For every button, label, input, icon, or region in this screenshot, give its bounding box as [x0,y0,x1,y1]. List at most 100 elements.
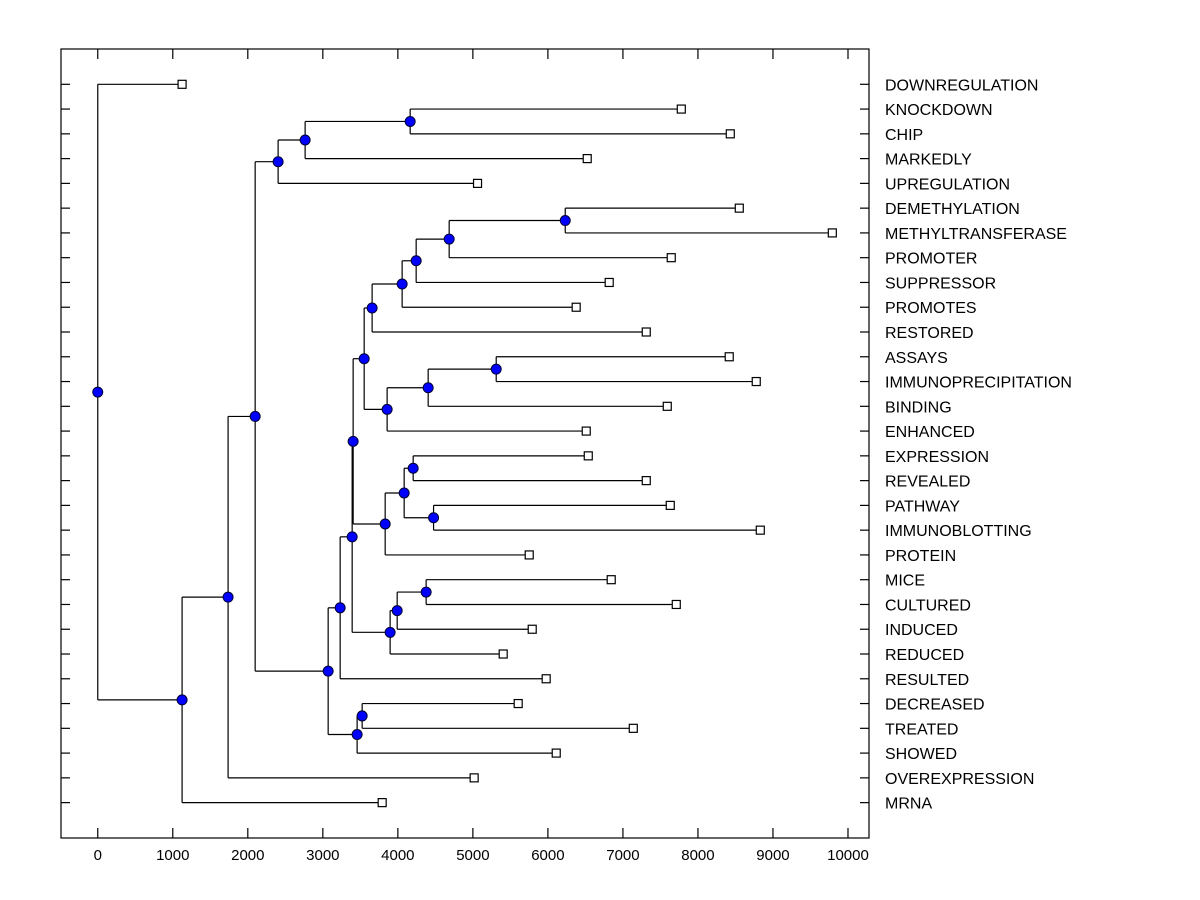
leaf-marker [604,277,614,288]
node-marker [391,605,403,617]
leaf-label: SHOWED [885,746,957,763]
leaf-marker [541,674,551,684]
leaf-marker [665,500,675,510]
leaf-marker [524,550,534,560]
leaf-marker [734,203,744,213]
leaf-marker [583,451,593,461]
x-tick-label: 4000 [381,847,414,864]
leaf-marker [582,154,592,164]
leaf-label: MARKEDLY [885,152,972,169]
node-markers [92,115,571,741]
leaf-marker [751,376,761,387]
leaf-marker [498,649,508,659]
leaf-marker [755,525,765,535]
leaf-marker [469,773,479,783]
leaf-label: DEMETHYLATION [885,201,1020,218]
leaf-marker [551,748,561,758]
node-marker [559,215,571,227]
node-marker [407,462,419,474]
x-tick-label: 7000 [606,847,639,864]
leaf-label: PROMOTES [885,300,977,317]
x-tick-label: 10000 [827,847,869,864]
x-tick-label: 3000 [306,847,339,864]
node-marker [299,134,311,146]
node-marker [334,602,346,614]
leaf-label: PROMOTER [885,251,977,268]
node-marker [356,710,368,722]
leaf-marker [606,575,616,585]
x-tick-label: 6000 [531,847,564,864]
leaf-label: PROTEIN [885,548,956,565]
leaf-label: ENHANCED [885,424,975,441]
leaf-marker [724,352,734,362]
leaf-marker [527,624,537,634]
x-tick-label: 9000 [756,847,789,864]
leaf-label: MICE [885,573,925,590]
leaf-marker [628,723,638,733]
leaf-marker [641,476,651,486]
leaf-label: CHIP [885,127,923,144]
leaf-markers [177,79,837,808]
node-marker [384,626,396,638]
node-marker [428,512,440,524]
node-marker [222,591,234,603]
node-marker [420,586,432,598]
leaf-label: ASSAYS [885,350,948,367]
node-marker [358,353,370,365]
leaf-marker [641,327,651,337]
leaf-label: MRNA [885,796,932,813]
node-marker [176,694,188,706]
leaf-marker [513,698,523,709]
leaf-label: REVEALED [885,474,970,491]
x-tick-label: 0 [94,847,102,864]
leaf-marker [725,129,735,139]
node-marker [396,278,408,290]
leaf-marker [662,401,672,411]
node-marker [381,403,393,415]
node-marker [322,665,334,677]
leaf-label: TREATED [885,721,958,738]
node-marker [346,531,358,543]
node-marker [92,386,104,398]
node-marker [490,363,502,375]
leaf-marker [177,79,187,89]
leaf-label: BINDING [885,399,952,416]
node-marker [404,115,416,127]
node-marker [351,729,363,741]
node-marker [249,410,261,422]
leaf-label: PATHWAY [885,498,960,515]
leaf-label: DECREASED [885,697,985,714]
leaf-label: CULTURED [885,597,971,614]
plot-frame [60,48,870,839]
leaf-label: RESULTED [885,672,969,689]
node-marker [410,255,422,267]
leaf-label: SUPPRESSOR [885,275,996,292]
leaf-label: IMMUNOPRECIPITATION [885,375,1072,392]
x-tick-label: 8000 [681,847,714,864]
x-tick-label: 5000 [456,847,489,864]
node-marker [422,382,434,394]
leaf-label: REDUCED [885,647,964,664]
x-tick-labels: 0 1000 2000 3000 4000 5000 6000 7000 8000 9000 100… [94,847,869,864]
x-tick-label: 1000 [156,847,189,864]
leaf-marker [666,253,676,263]
plot-border [60,48,870,839]
leaf-label: METHYLTRANSFERASE [885,226,1067,243]
node-marker [347,435,359,447]
leaf-label: RESTORED [885,325,974,342]
leaf-label: DOWNREGULATION [885,77,1038,94]
leaf-label: OVEREXPRESSION [885,771,1034,788]
leaf-label: KNOCKDOWN [885,102,993,119]
leaf-label: IMMUNOBLOTTING [885,523,1032,540]
leaf-marker [671,599,681,610]
leaf-marker [377,798,387,808]
axis-ticks [61,49,869,838]
leaf-marker [571,302,581,312]
leaf-marker [472,178,483,188]
leaf-labels: DOWNREGULATION KNOCKDOWN CHIP MARKEDLY UPREG… [885,77,1072,812]
leaf-label: INDUCED [885,622,958,639]
leaf-label: UPREGULATION [885,176,1010,193]
node-marker [379,518,391,530]
node-marker [398,487,410,499]
